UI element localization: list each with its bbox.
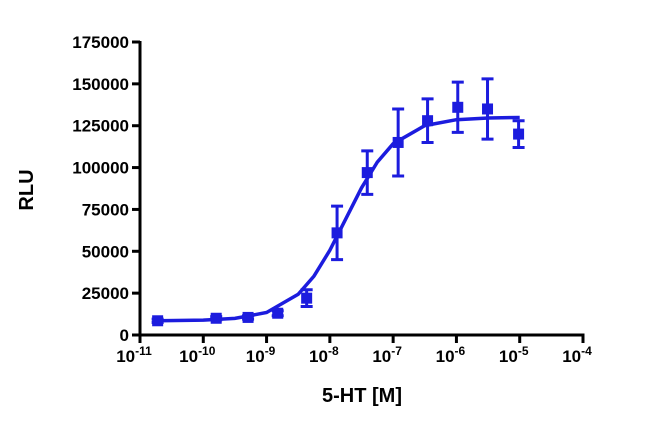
x-tick-label: 10-5 [499, 344, 529, 366]
x-tick-label: 10-6 [436, 344, 466, 366]
fit-curve [157, 115, 520, 323]
x-tick-base: 10 [116, 347, 135, 366]
data-point [272, 307, 284, 319]
y-tick-label: 50000 [82, 242, 129, 261]
x-tick-exponent: -10 [198, 344, 216, 358]
x-tick-base: 10 [246, 347, 265, 366]
x-axis-label: 5-HT [M] [322, 385, 402, 407]
x-tick-exponent: -6 [455, 344, 466, 358]
data-point [422, 115, 434, 127]
data-point [392, 136, 404, 148]
x-tick-base: 10 [562, 347, 581, 366]
data-point [482, 103, 494, 115]
y-tick-label: 25000 [82, 284, 129, 303]
x-tick-exponent: -4 [581, 344, 592, 358]
x-tick-label: 10-10 [179, 344, 216, 366]
x-tick-label: 10-8 [309, 344, 339, 366]
x-tick-label: 10-7 [372, 344, 402, 366]
data-point [452, 101, 464, 113]
x-tick-exponent: -9 [265, 344, 276, 358]
data-point [301, 292, 313, 304]
data-point [210, 312, 222, 324]
x-tick-exponent: -5 [518, 344, 529, 358]
x-tick-base: 10 [372, 347, 391, 366]
data-point [361, 167, 373, 179]
data-point [242, 311, 254, 323]
y-tick-label: 0 [120, 326, 129, 345]
data-point [152, 315, 164, 327]
data-point [331, 227, 343, 239]
x-tick-base: 10 [436, 347, 455, 366]
x-tick-base: 10 [179, 347, 198, 366]
x-tick-base: 10 [309, 347, 328, 366]
x-tick-label: 10-9 [246, 344, 276, 366]
x-tick-exponent: -8 [328, 344, 339, 358]
x-tick-label: 10-11 [116, 344, 152, 366]
x-tick-exponent: -11 [135, 344, 152, 358]
x-tick-label: 10-4 [562, 344, 592, 366]
y-tick-label: 125000 [72, 117, 129, 136]
data-point [513, 128, 525, 140]
y-tick-label: 175000 [72, 33, 129, 52]
y-tick-label: 100000 [72, 159, 129, 178]
y-tick-label: 150000 [72, 75, 129, 94]
y-axis-label: RLU [16, 169, 38, 210]
x-tick-exponent: -7 [391, 344, 402, 358]
x-tick-base: 10 [499, 347, 518, 366]
y-tick-label: 75000 [82, 200, 129, 219]
